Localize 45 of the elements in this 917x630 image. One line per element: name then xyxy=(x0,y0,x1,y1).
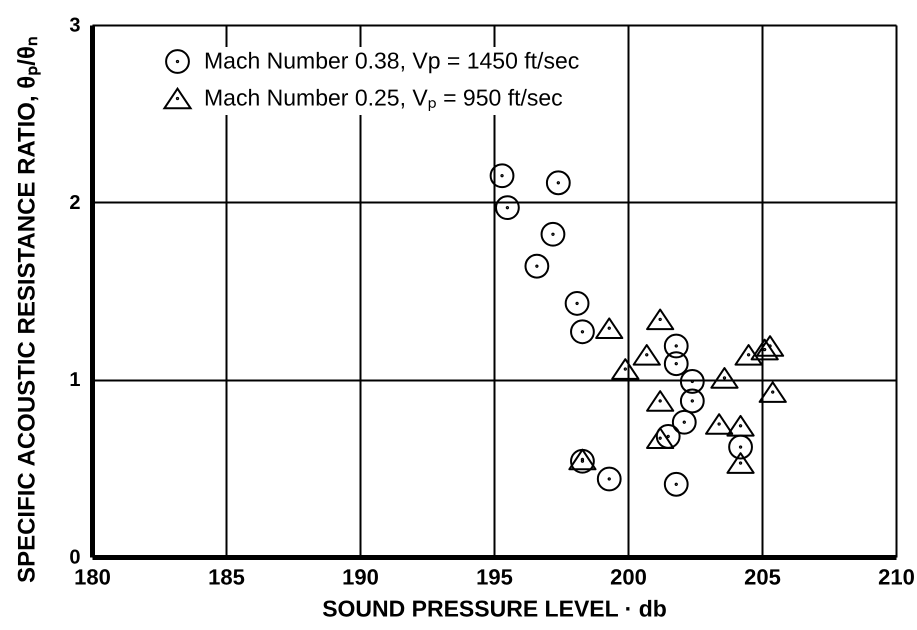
point xyxy=(705,413,734,435)
point xyxy=(570,448,595,474)
x-tick-label: 200 xyxy=(610,564,647,590)
point xyxy=(632,344,661,366)
y-tick-label: 2 xyxy=(69,192,80,214)
point xyxy=(734,344,763,366)
point xyxy=(490,163,514,188)
point xyxy=(672,410,697,435)
x-tick-label: 205 xyxy=(744,564,781,590)
point xyxy=(595,317,624,340)
point xyxy=(646,427,674,449)
point xyxy=(540,222,566,247)
point xyxy=(656,424,681,449)
point xyxy=(680,369,705,394)
point xyxy=(646,308,674,330)
point xyxy=(758,381,787,403)
point xyxy=(524,254,550,279)
point xyxy=(728,434,753,460)
point xyxy=(646,390,674,412)
x-tick-label: 210 xyxy=(878,564,915,590)
point xyxy=(495,195,520,220)
point xyxy=(726,414,755,437)
point xyxy=(568,448,597,470)
x-tick-label: 195 xyxy=(476,564,513,590)
point xyxy=(710,367,739,389)
point xyxy=(664,334,689,358)
point xyxy=(596,466,622,492)
y-tick-label: 3 xyxy=(69,14,80,36)
legend-label: Mach Number 0.38, Vp = 1450 ft/sec xyxy=(204,48,580,74)
point xyxy=(611,358,640,380)
y-tick-label: 1 xyxy=(69,369,80,392)
point xyxy=(756,335,784,357)
point xyxy=(546,170,571,196)
x-tick-label: 190 xyxy=(342,564,379,590)
y-axis-title: SPECIFIC ACOUSTIC RESISTANCE RATIO, θₚ/θₙ xyxy=(13,36,42,583)
point xyxy=(726,452,755,474)
point xyxy=(570,319,595,344)
x-axis-title: SOUND PRESSURE LEVEL · db xyxy=(322,596,667,622)
point xyxy=(680,388,705,414)
legend-label: Mach Number 0.25, Vₚ = 950 ft/sec xyxy=(204,84,563,112)
point xyxy=(750,338,779,360)
point xyxy=(664,351,689,376)
point xyxy=(664,472,689,497)
x-tick-label: 185 xyxy=(208,564,245,590)
point xyxy=(564,291,590,316)
